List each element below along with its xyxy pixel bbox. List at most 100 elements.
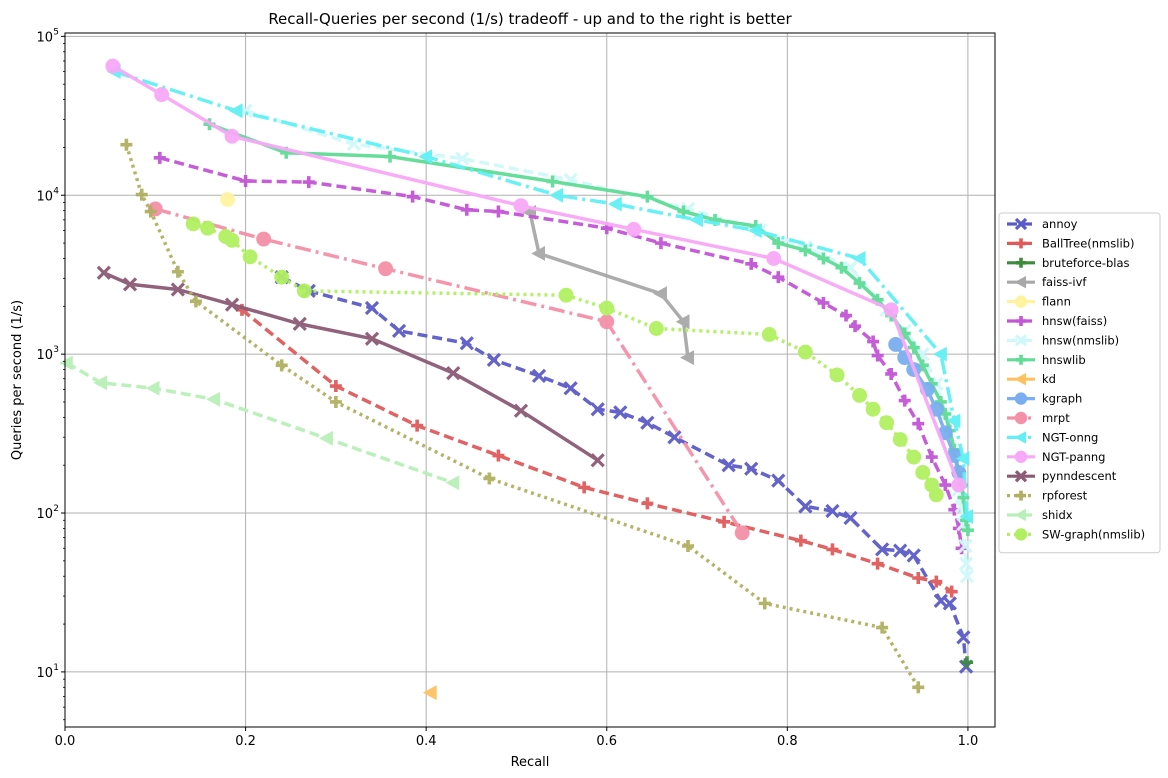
legend-label: hnsw(faiss) <box>1042 314 1107 328</box>
legend-swatch-marker <box>1014 373 1026 386</box>
legend-label: SW-graph(nmslib) <box>1042 527 1145 541</box>
x-tick-label: 0.4 <box>416 734 437 749</box>
series-pynndescent <box>96 265 605 468</box>
data-point-faiss-ivf <box>653 286 667 302</box>
data-point-mrpt <box>734 525 750 541</box>
data-point-annoy <box>942 596 957 611</box>
data-point-annoy <box>893 543 908 558</box>
data-point-hnsw-faiss <box>239 174 252 187</box>
data-point-pynndescent <box>96 265 111 280</box>
data-point-sw-graph-nmslib <box>185 216 201 232</box>
x-tick-label: 0.6 <box>596 734 617 749</box>
legend-label: pynndescent <box>1042 469 1117 483</box>
data-point-kd <box>422 685 437 701</box>
data-point-rpforest <box>758 597 771 610</box>
data-point-annoy <box>486 352 502 368</box>
x-tick-label: 0.2 <box>235 734 256 749</box>
data-point-hnswlib <box>641 190 654 203</box>
x-axis-label: Recall <box>511 755 550 770</box>
data-point-hnsw-faiss <box>871 349 884 362</box>
legend-label: hnsw(nmslib) <box>1042 333 1119 347</box>
data-point-hnsw-faiss <box>885 367 898 380</box>
legend-entry-annoy: annoy <box>1007 217 1078 231</box>
data-point-flann <box>220 192 235 207</box>
data-point-hnsw-faiss <box>772 271 785 284</box>
data-point-annoy <box>721 458 736 473</box>
data-point-ngt-onng <box>851 251 866 266</box>
legend-entry-mrpt: mrpt <box>1007 411 1070 425</box>
series-shidx <box>59 355 460 491</box>
legend-swatch-marker <box>1014 334 1028 347</box>
legend-entry-shidx: shidx <box>1007 508 1073 522</box>
data-point-pynndescent <box>122 277 138 292</box>
legend-entry-ngt-panng: NGT-panng <box>1007 450 1105 464</box>
data-point-shidx <box>319 430 333 446</box>
data-point-sw-graph-nmslib <box>558 287 574 303</box>
data-point-hnsw-nmslib <box>346 136 362 152</box>
data-point-annoy <box>590 402 605 417</box>
data-point-sw-graph-nmslib <box>599 300 615 316</box>
data-point-hnswlib <box>799 244 812 257</box>
data-point-balltree-nmslib <box>794 534 807 547</box>
legend-box <box>998 212 1161 554</box>
data-point-hnsw-nmslib <box>959 569 975 584</box>
data-point-hnswlib <box>384 150 397 163</box>
data-point-sw-graph-nmslib <box>242 249 258 265</box>
legend-swatch-marker <box>1014 392 1028 405</box>
data-point-hnsw-faiss <box>840 309 853 322</box>
legend-entry-kd: kd <box>1007 372 1056 386</box>
data-point-annoy <box>563 381 578 396</box>
data-point-hnswlib <box>957 491 970 504</box>
data-point-sw-graph-nmslib <box>224 232 240 248</box>
data-point-kgraph <box>888 337 904 352</box>
data-point-shidx <box>59 355 73 371</box>
legend-swatch-marker <box>1014 411 1028 425</box>
data-point-pynndescent <box>446 365 461 381</box>
data-point-sw-graph-nmslib <box>852 387 868 403</box>
legend-swatch-marker <box>1014 470 1028 483</box>
legend-swatch-marker <box>1016 490 1026 501</box>
legend-label: rpforest <box>1042 489 1088 503</box>
legend-swatch-marker <box>1016 257 1026 268</box>
legend-entry-hnswlib: hnswlib <box>1007 353 1086 367</box>
data-point-ngt-panng <box>766 251 782 266</box>
legend-entry-ngt-onng: NGT-onng <box>1007 430 1098 444</box>
series-balltree-nmslib <box>235 303 958 598</box>
data-point-faiss-ivf <box>675 314 690 330</box>
data-point-annoy <box>843 510 858 526</box>
data-point-annoy <box>364 300 380 316</box>
data-point-balltree-nmslib <box>826 543 839 556</box>
legend-swatch-marker <box>1014 528 1028 541</box>
data-point-rpforest <box>275 359 288 372</box>
legend-swatch-marker <box>1014 431 1026 444</box>
data-point-ngt-panng <box>883 302 899 318</box>
legend-label: kd <box>1042 372 1056 386</box>
data-point-hnsw-faiss <box>492 205 505 218</box>
y-tick-label: 10 <box>36 189 53 204</box>
data-point-pynndescent <box>224 297 240 312</box>
data-point-annoy <box>875 542 890 557</box>
data-point-hnsw-faiss <box>745 257 758 270</box>
legend-label: shidx <box>1042 508 1073 522</box>
data-point-ngt-panng <box>105 58 121 74</box>
legend-swatch-marker <box>1014 450 1028 463</box>
legend-entry-faiss-ivf: faiss-ivf <box>1007 275 1087 289</box>
y-tick-label: 10 <box>36 666 53 681</box>
data-point-pynndescent <box>513 403 529 418</box>
y-axis-label: Queries per second (1/s) <box>10 300 25 460</box>
legend-swatch-marker <box>1014 508 1026 522</box>
data-point-hnsw-faiss <box>925 451 938 464</box>
y-tick-label: 10 <box>36 30 53 45</box>
data-point-balltree-nmslib <box>578 481 591 494</box>
data-point-sw-graph-nmslib <box>797 344 813 360</box>
data-point-ngt-onng <box>946 413 961 429</box>
series-line-rpforest <box>124 144 920 689</box>
legend-label: bruteforce-blas <box>1042 256 1130 270</box>
data-point-pynndescent <box>364 331 380 346</box>
data-point-hnswlib <box>961 524 974 537</box>
data-point-sw-graph-nmslib <box>274 269 290 285</box>
legend-swatch-marker <box>1014 276 1026 289</box>
data-point-faiss-ivf <box>531 246 546 261</box>
data-point-rpforest <box>120 138 133 151</box>
